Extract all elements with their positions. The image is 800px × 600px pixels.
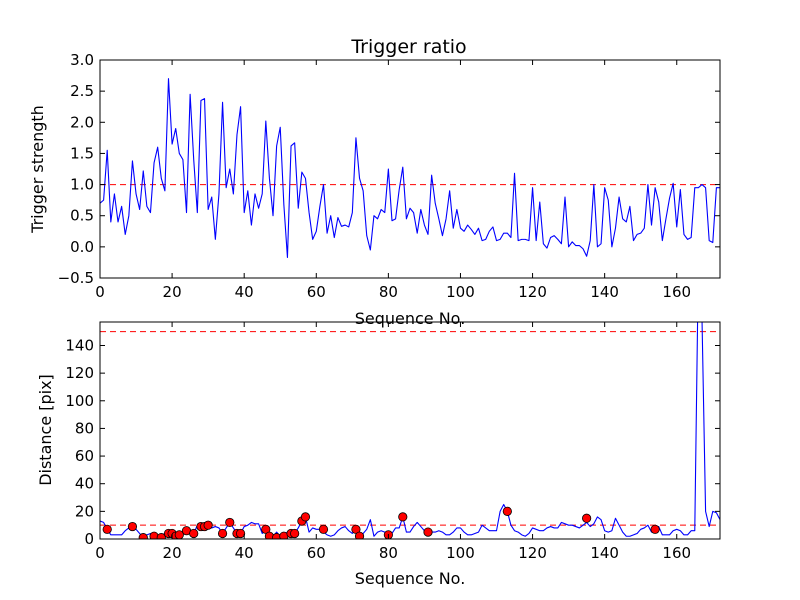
x-tick-label: 20 xyxy=(163,544,182,562)
y-tick-label: 0 xyxy=(84,530,94,548)
trigger-point xyxy=(650,524,660,534)
trigger-point xyxy=(502,506,512,516)
x-tick-label: 40 xyxy=(235,283,254,301)
x-tick-label: 140 xyxy=(590,544,619,562)
x-axis-label: Sequence No. xyxy=(355,309,466,328)
plot-frame xyxy=(99,59,721,279)
plot-frame xyxy=(99,321,721,540)
y-tick-label: 80 xyxy=(75,419,94,437)
trigger-point xyxy=(225,517,235,528)
x-tick-label: 80 xyxy=(379,544,398,562)
y-tick-label: 2.5 xyxy=(70,82,94,100)
y-tick-label: 1.0 xyxy=(70,176,94,194)
y-tick-label: 2.0 xyxy=(70,113,94,131)
x-tick-label: 0 xyxy=(95,283,105,301)
y-tick-label: −0.5 xyxy=(58,269,94,287)
x-tick-label: 160 xyxy=(662,544,691,562)
y-tick-label: 1.5 xyxy=(70,144,94,162)
trigger-point xyxy=(174,530,184,539)
trigger-point xyxy=(189,528,199,539)
trigger-point xyxy=(423,527,433,537)
y-tick-label: 100 xyxy=(65,392,94,410)
trigger-point xyxy=(102,524,112,534)
x-tick-label: 100 xyxy=(446,544,475,562)
y-axis-label: Distance [pix] xyxy=(36,374,55,486)
trigger-point xyxy=(217,528,228,539)
x-tick-label: 120 xyxy=(518,544,547,562)
y-tick-label: 0.5 xyxy=(70,207,94,225)
trigger-point xyxy=(138,533,148,539)
y-tick-label: 60 xyxy=(75,447,94,465)
y-tick-label: 3.0 xyxy=(70,51,94,69)
y-tick-label: 140 xyxy=(65,336,94,354)
x-tick-label: 40 xyxy=(235,544,254,562)
x-axis-label: Sequence No. xyxy=(355,569,466,588)
y-tick-label: 40 xyxy=(75,475,94,493)
x-tick-label: 80 xyxy=(379,283,398,301)
trigger-point xyxy=(300,512,311,522)
trigger-point xyxy=(582,513,592,523)
trigger-point xyxy=(318,524,329,534)
x-tick-label: 60 xyxy=(307,283,326,301)
trigger-point xyxy=(127,521,138,532)
x-tick-label: 160 xyxy=(662,283,691,301)
trigger-point xyxy=(290,528,300,539)
distance-plot: 0 20 40 60 80 100 120 140 160020406080100120140 … xyxy=(36,321,721,588)
x-tick-label: 20 xyxy=(163,283,182,301)
x-tick-label: 120 xyxy=(518,283,547,301)
y-tick-label: 120 xyxy=(65,364,94,382)
series-line xyxy=(100,78,720,259)
x-tick-label: 140 xyxy=(590,283,619,301)
trigger-point xyxy=(235,528,246,539)
x-tick-label: 60 xyxy=(307,544,326,562)
y-axis-label: Trigger strength xyxy=(28,105,47,234)
trigger-point xyxy=(156,533,166,539)
y-tick-label: 0.0 xyxy=(70,238,94,256)
x-tick-label: 0 xyxy=(95,544,105,562)
x-tick-label: 100 xyxy=(446,283,475,301)
y-tick-label: 20 xyxy=(75,502,94,520)
trigger-point xyxy=(354,531,365,539)
trigger-point xyxy=(203,520,213,530)
trigger-ratio-plot: 0 20 40 60 80 100 120 140 160 −0.5 0.0 0.5 1.0 1.5 2.0… xyxy=(28,51,721,328)
trigger-point xyxy=(398,512,408,522)
chart-title: Trigger ratio xyxy=(350,36,466,58)
